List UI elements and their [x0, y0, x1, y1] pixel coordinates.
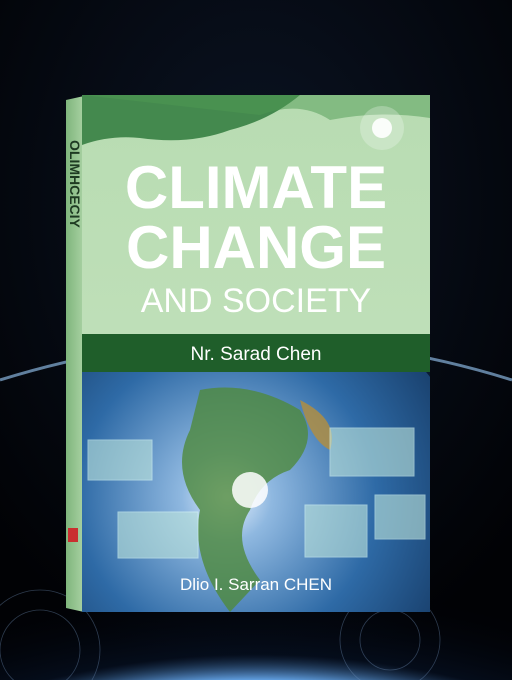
globe-image	[82, 372, 430, 612]
continent	[300, 400, 332, 450]
title-line: CLIMATE	[125, 154, 387, 221]
info-panel	[329, 427, 415, 477]
title-line: CHANGE	[126, 214, 386, 281]
map-texture	[82, 95, 430, 120]
author: Nr. Sarad Chen	[191, 344, 322, 365]
info-panel	[117, 511, 199, 559]
spine-logo	[68, 528, 78, 542]
sun-glow	[360, 106, 404, 150]
spine-title: OLIMHCECIY	[67, 140, 83, 229]
info-panel	[87, 439, 153, 481]
author-band	[82, 334, 430, 372]
subtitle: AND SOCIETY	[141, 282, 371, 320]
book-spine	[66, 96, 84, 612]
bottom-author: Dlio I. Sarran CHEN	[180, 575, 332, 594]
info-panel	[304, 504, 368, 558]
info-panel	[374, 494, 426, 540]
storm	[232, 472, 268, 508]
sun-flare	[372, 118, 392, 138]
